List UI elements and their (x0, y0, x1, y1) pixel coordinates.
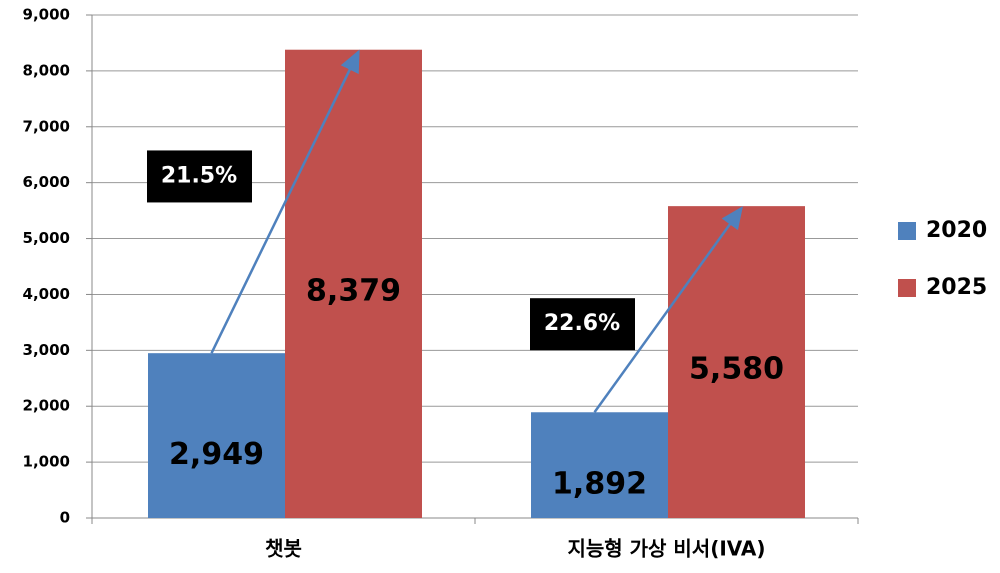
bar (668, 206, 805, 518)
annotation-box (147, 150, 252, 203)
legend-label: 2025 (926, 275, 987, 300)
annotation: 21.5% (161, 163, 237, 188)
data-label: 2,949 (169, 437, 264, 472)
legend-label: 2020 (926, 218, 987, 243)
x-tick-label: 지능형 가상 비서(IVA) (567, 537, 765, 561)
data-label: 1,892 (552, 467, 647, 502)
bar (531, 412, 668, 518)
data-label: 5,580 (689, 352, 784, 387)
y-tick-label: 1,000 (23, 453, 70, 471)
bar (285, 49, 422, 518)
y-tick-label: 6,000 (23, 173, 70, 191)
y-tick-label: 7,000 (23, 117, 70, 135)
x-tick-label: 챗봇 (265, 537, 302, 561)
growth-arrow (210, 49, 360, 354)
y-tick-label: 8,000 (23, 61, 70, 79)
y-tick-label: 3,000 (23, 341, 70, 359)
annotation: 22.6% (544, 311, 620, 336)
y-tick-label: 4,000 (23, 285, 70, 303)
growth-arrow (593, 206, 743, 413)
y-tick-label: 9,000 (23, 6, 70, 24)
y-tick-label: 0 (60, 509, 70, 527)
y-tick-label: 5,000 (23, 229, 70, 247)
annotation-box (530, 298, 635, 351)
legend-swatch (898, 279, 916, 297)
bar (148, 353, 285, 518)
legend-swatch (898, 222, 916, 240)
y-tick-label: 2,000 (23, 397, 70, 415)
data-label: 8,379 (306, 273, 401, 308)
